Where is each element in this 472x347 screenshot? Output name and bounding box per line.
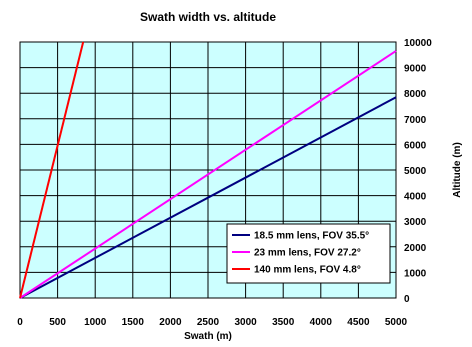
legend: 18.5 mm lens, FOV 35.5° 23 mm lens, FOV 2… bbox=[226, 223, 391, 284]
x-tick-label: 2500 bbox=[197, 317, 220, 328]
y-tick-label: 9000 bbox=[404, 64, 427, 75]
y-tick-label: 1000 bbox=[404, 268, 427, 279]
x-tick-label: 4000 bbox=[310, 317, 333, 328]
x-tick-label: 4500 bbox=[347, 317, 370, 328]
x-tick-label: 5000 bbox=[385, 317, 408, 328]
y-tick-label: 10000 bbox=[404, 38, 432, 49]
y-tick-label: 0 bbox=[404, 294, 410, 305]
y-tick-label: 7000 bbox=[404, 115, 427, 126]
series-line-3 bbox=[19, 41, 85, 299]
series-line-1 bbox=[19, 96, 397, 299]
y-tick-label: 8000 bbox=[404, 89, 427, 100]
x-tick-label: 1000 bbox=[84, 317, 107, 328]
x-axis-label: Swath (m) bbox=[184, 331, 232, 342]
chart-title: Swath width vs. altitude bbox=[140, 10, 276, 24]
x-tick-label: 500 bbox=[49, 317, 66, 328]
y-tick-label: 4000 bbox=[404, 192, 427, 203]
x-tick-label: 0 bbox=[17, 317, 23, 328]
legend-box bbox=[226, 223, 391, 284]
x-tick-label: 3500 bbox=[272, 317, 295, 328]
y-tick-label: 3000 bbox=[404, 217, 427, 228]
x-tick-label: 2000 bbox=[159, 317, 182, 328]
legend-label-3: 140 mm lens, FOV 4.8° bbox=[254, 265, 361, 276]
series-line-2 bbox=[19, 50, 397, 299]
legend-label-1: 18.5 mm lens, FOV 35.5° bbox=[254, 231, 369, 242]
y-tick-label: 6000 bbox=[404, 140, 427, 151]
x-tick-label: 3000 bbox=[234, 317, 257, 328]
x-tick-label: 1500 bbox=[122, 317, 145, 328]
y-tick-label: 2000 bbox=[404, 243, 427, 254]
y-tick-label: 5000 bbox=[404, 166, 427, 177]
series-lines bbox=[19, 41, 397, 299]
y-axis-tick-labels: 0 1000 2000 3000 4000 5000 6000 7000 8000 9000 100… bbox=[404, 38, 432, 305]
legend-label-2: 23 mm lens, FOV 27.2° bbox=[254, 248, 361, 259]
y-axis-label: Altitude (m) bbox=[452, 142, 463, 198]
x-axis-tick-labels: 0 500 1000 1500 2000 2500 3000 3500 4000 4500 5000 bbox=[17, 317, 407, 328]
